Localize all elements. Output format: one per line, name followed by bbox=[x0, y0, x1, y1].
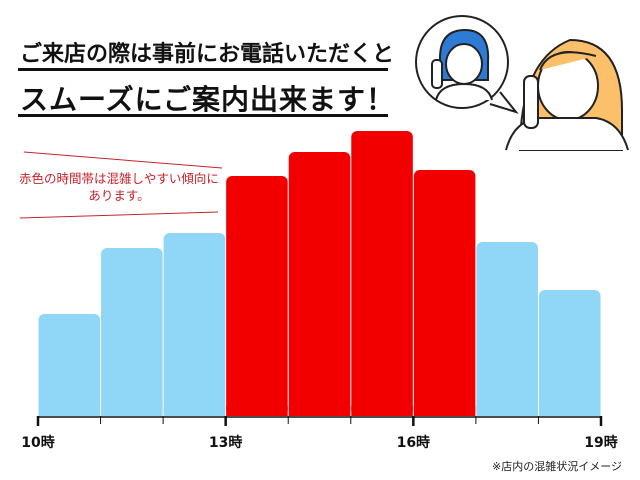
x-tick-label: 13時 bbox=[209, 434, 242, 451]
bar-base bbox=[226, 406, 288, 416]
footnote: ※店内の混雑状況イメージ bbox=[492, 460, 622, 473]
bar-base bbox=[351, 406, 413, 416]
bar-11時 bbox=[101, 248, 163, 416]
bar-base bbox=[101, 406, 163, 416]
note-line-bottom bbox=[19, 211, 219, 219]
bar-16時 bbox=[413, 170, 476, 416]
bar-17時 bbox=[476, 242, 538, 416]
busy-note: 赤色の時間帯は混雑しやすい傾向に あります。 bbox=[14, 170, 224, 204]
note-line-top bbox=[23, 151, 223, 169]
bar-base bbox=[163, 406, 226, 416]
bar-12時 bbox=[163, 233, 226, 416]
x-tick-label: 19時 bbox=[584, 434, 617, 451]
two-women-on-phone-icon bbox=[415, 15, 629, 151]
x-tick-label: 16時 bbox=[397, 434, 430, 451]
x-tick-label: 10時 bbox=[21, 434, 54, 451]
header-divider bbox=[18, 68, 388, 71]
bar-10時 bbox=[38, 314, 101, 416]
bar-base bbox=[476, 406, 538, 416]
busy-note-line-2: あります。 bbox=[88, 188, 150, 203]
bar-13時 bbox=[226, 176, 288, 416]
bar-14時 bbox=[288, 152, 351, 416]
bar-18時 bbox=[538, 290, 601, 416]
bar-base bbox=[38, 406, 101, 416]
header-line-2: スムーズにご案内出来ます！ bbox=[20, 83, 396, 116]
header-line-1: ご来店の際は事前にお電話いただくと bbox=[20, 42, 395, 67]
bar-base bbox=[413, 406, 476, 416]
bar-15時 bbox=[351, 131, 413, 416]
header-divider bbox=[18, 114, 388, 117]
bar-base bbox=[538, 406, 601, 416]
busy-note-line-1: 赤色の時間帯は混雑しやすい傾向に bbox=[19, 171, 219, 186]
bar-base bbox=[288, 406, 351, 416]
